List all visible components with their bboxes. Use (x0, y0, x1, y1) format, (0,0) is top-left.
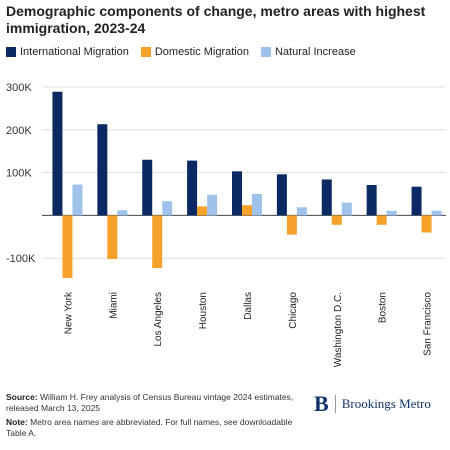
y-tick-label: 300K (6, 82, 32, 94)
legend-label-domestic: Domestic Migration (154, 46, 249, 58)
bar-international-migration (321, 179, 332, 216)
bar-international-migration (411, 186, 422, 216)
legend-label-international: International Migration (20, 46, 129, 58)
legend-swatch-natural (260, 47, 271, 57)
x-tick-label: Los Angeles (153, 292, 164, 347)
bar-domestic-migration (152, 215, 163, 269)
y-tick-label: 100K (6, 168, 32, 180)
bar-chart: -100K 100K 200K 300K New York Miami Los Angele… (6, 82, 446, 367)
x-tick-label: Chicago (288, 292, 299, 329)
chart-legend: International Migration Domestic Migrati… (6, 46, 368, 58)
bar-domestic-migration (286, 215, 297, 235)
bar-international-migration (366, 185, 377, 216)
x-tick-label: Dallas (243, 292, 254, 320)
bar-international-migration (97, 124, 108, 216)
x-tick-label: San Francisco (423, 292, 434, 356)
bar-domestic-migration (197, 206, 208, 216)
brand-name: Brookings Metro (341, 396, 431, 411)
y-tick-label: 200K (6, 125, 32, 137)
bar-domestic-migration (242, 205, 252, 216)
x-tick-label: Washington D.C. (333, 292, 344, 367)
bar-natural-increase (162, 201, 173, 216)
y-tick-label: -100K (6, 253, 36, 265)
bar-natural-increase (296, 207, 307, 216)
bar-domestic-migration (331, 215, 342, 225)
brand-logo-mark: B (314, 391, 329, 416)
legend-swatch-international (6, 47, 16, 57)
bar-domestic-migration (421, 215, 432, 233)
chart-title: Demographic components of change, metro … (6, 3, 426, 36)
legend-item-domestic: Domestic Migration (140, 46, 249, 58)
note: Note: Metro area names are abbreviated. … (6, 417, 306, 439)
bar-international-migration (52, 91, 63, 216)
bar-natural-increase (117, 210, 128, 216)
bar-international-migration (142, 159, 153, 216)
x-tick-label: New York (63, 291, 74, 334)
bar-natural-increase (207, 194, 218, 216)
chart-footer: Source: William H. Frey analysis of Cens… (6, 392, 306, 442)
bar-natural-increase (386, 210, 397, 216)
brookings-metro-logo: B Brookings Metro (314, 391, 431, 417)
brand-divider (334, 395, 336, 413)
note-text: Metro area names are abbreviated. For fu… (6, 417, 293, 438)
legend-item-international: International Migration (6, 46, 129, 58)
bar-natural-increase (252, 193, 262, 216)
bar-natural-increase (431, 210, 442, 216)
note-label: Note: (6, 417, 28, 427)
legend-swatch-domestic (140, 47, 151, 57)
legend-item-natural: Natural Increase (260, 46, 356, 58)
x-tick-label: Boston (378, 292, 389, 323)
bar-natural-increase (341, 202, 352, 216)
bar-domestic-migration (376, 215, 387, 225)
source-text: William H. Frey analysis of Census Burea… (6, 392, 294, 413)
legend-label-natural: Natural Increase (274, 46, 356, 58)
x-tick-label: Houston (198, 292, 209, 329)
source-label: Source: (6, 392, 38, 402)
bar-domestic-migration (107, 215, 118, 260)
x-tick-label: Miami (108, 292, 119, 319)
bar-international-migration (232, 171, 242, 216)
bar-natural-increase (72, 184, 83, 216)
bar-domestic-migration (62, 215, 73, 278)
source-note: Source: William H. Frey analysis of Cens… (6, 392, 306, 414)
bar-international-migration (187, 160, 198, 216)
bar-international-migration (276, 174, 287, 216)
